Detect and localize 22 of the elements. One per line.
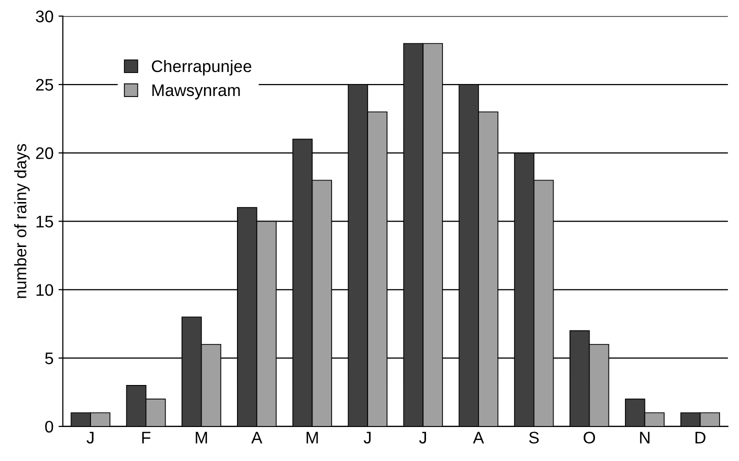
x-tick-label: M: [306, 432, 318, 444]
x-tick-label: J: [364, 432, 371, 444]
x-tick-label: S: [529, 432, 539, 444]
x-tick-label: M: [196, 432, 207, 444]
y-tick-label: 15: [36, 216, 54, 228]
x-tick-label: D: [696, 432, 706, 444]
x-tick-label: F: [142, 432, 150, 444]
x-tick-label: J: [419, 432, 426, 444]
y-tick-label: 30: [36, 10, 54, 22]
x-tick-label: A: [251, 432, 262, 444]
y-tick-label: 0: [45, 420, 54, 433]
x-tick-label: N: [640, 432, 650, 444]
legend-label: Cherrapunjee: [152, 60, 252, 76]
legend-label: Mawsynram: [152, 84, 240, 100]
y-tick-label: 25: [36, 78, 54, 91]
y-tick-label: 5: [45, 352, 54, 364]
x-tick-label: J: [86, 432, 94, 444]
y-tick-label: 10: [36, 284, 54, 296]
x-tick-label: O: [584, 432, 596, 444]
y-axis-title: number of rainy days: [14, 144, 30, 298]
x-tick-label: A: [472, 432, 484, 444]
y-tick-label: 20: [36, 147, 54, 160]
